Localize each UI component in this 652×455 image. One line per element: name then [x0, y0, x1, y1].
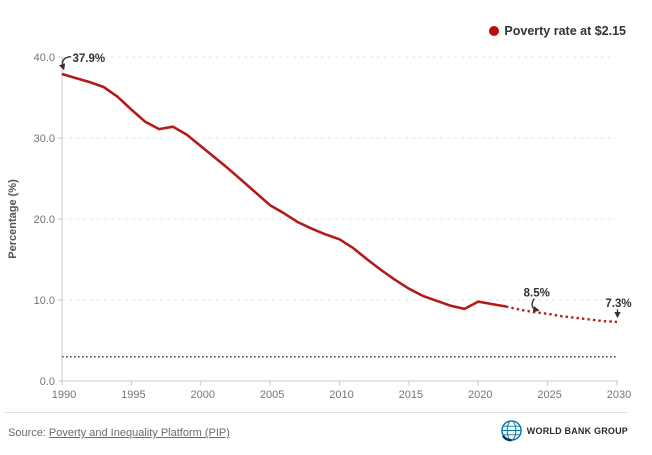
- x-tick-label-2005: 2005: [260, 389, 284, 401]
- y-axis-title: Percentage (%): [7, 179, 19, 259]
- x-tick-label-2015: 2015: [399, 389, 423, 401]
- world-bank-logo: WORLD BANK GROUP: [500, 419, 628, 442]
- y-tick-label-20.0: 20.0: [34, 214, 55, 226]
- x-tick-label-1995: 1995: [121, 389, 145, 401]
- poverty-line-projection: [505, 305, 618, 324]
- legend: Poverty rate at $2.15: [489, 24, 626, 38]
- legend-dot-icon: [489, 26, 500, 36]
- legend-label: Poverty rate at $2.15: [504, 24, 626, 38]
- poverty-line-solid: [61, 72, 507, 311]
- x-tick-label-1990: 1990: [52, 389, 76, 401]
- x-tick-label-2000: 2000: [191, 389, 215, 401]
- y-tick-label-40.0: 40.0: [34, 52, 55, 64]
- y-tick-label-30.0: 30.0: [34, 133, 55, 145]
- world-bank-logo-text: WORLD BANK GROUP: [526, 425, 628, 436]
- annotation-arrow-8.5%: [531, 298, 540, 313]
- source-link[interactable]: Poverty and Inequality Platform (PIP): [48, 427, 230, 439]
- x-tick-label-2020: 2020: [468, 389, 492, 401]
- footer-divider: [4, 412, 628, 413]
- source-note: Source: Poverty and Inequality Platform (…: [8, 427, 230, 439]
- source-prefix: Source:: [8, 427, 46, 439]
- annotation-arrow-37.9%: [59, 55, 72, 71]
- x-tick-label-2030: 2030: [607, 389, 631, 401]
- annotation-label-7.3%: 7.3%: [605, 298, 631, 310]
- x-tick-label-2010: 2010: [329, 389, 353, 401]
- x-tick-label-2025: 2025: [537, 389, 561, 401]
- y-tick-label-0.0: 0.0: [40, 376, 55, 388]
- y-tick-label-10.0: 10.0: [34, 295, 55, 307]
- annotation-label-37.9%: 37.9%: [73, 53, 106, 65]
- annotation-label-8.5%: 8.5%: [524, 288, 550, 300]
- world-bank-globe-icon: [500, 420, 522, 442]
